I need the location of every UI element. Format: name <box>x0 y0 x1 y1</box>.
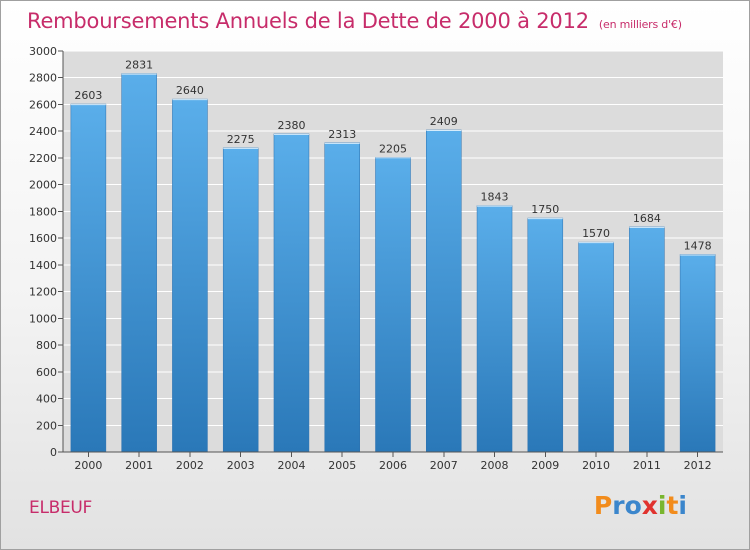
bar[interactable] <box>172 98 208 453</box>
x-tick-label: 2006 <box>379 459 407 472</box>
bar[interactable] <box>70 103 107 453</box>
chart-title-text: Remboursements Annuels de la Dette de 20… <box>27 9 589 33</box>
y-tick-label: 2000 <box>29 179 57 192</box>
y-tick-label: 2600 <box>29 98 57 111</box>
proxiti-logo[interactable]: Proxiti <box>594 491 687 520</box>
x-tick-label: 2000 <box>74 459 102 472</box>
y-tick-label: 1000 <box>29 312 57 325</box>
bar[interactable] <box>476 205 513 453</box>
y-tick-label: 1600 <box>29 232 57 245</box>
y-tick-label: 1400 <box>29 259 57 272</box>
bar[interactable] <box>324 142 360 453</box>
x-tick-label: 2011 <box>633 459 661 472</box>
brand-letter: x <box>641 491 658 520</box>
y-tick-label: 0 <box>50 446 57 459</box>
x-tick-label: 2001 <box>125 459 153 472</box>
commune-name: ELBEUF <box>29 498 93 518</box>
brand-letter: r <box>612 491 625 520</box>
x-tick-label: 2007 <box>430 459 458 472</box>
data-label: 2275 <box>227 133 255 146</box>
bar[interactable] <box>578 241 614 453</box>
x-tick-label: 2009 <box>531 459 559 472</box>
y-tick-label: 1200 <box>29 286 57 299</box>
data-label: 2205 <box>379 142 407 155</box>
bar[interactable] <box>679 254 716 453</box>
brand-letter: o <box>624 491 642 520</box>
data-label: 2409 <box>430 115 458 128</box>
data-label: 1684 <box>633 212 661 225</box>
bar[interactable] <box>629 226 665 453</box>
brand-letter: i <box>657 491 667 520</box>
chart-subtitle: (en milliers d'€) <box>598 18 682 31</box>
x-tick-label: 2005 <box>328 459 356 472</box>
y-tick-label: 2800 <box>29 72 57 85</box>
x-tick-label: 2010 <box>582 459 610 472</box>
x-tick-label: 2002 <box>176 459 204 472</box>
bar[interactable] <box>527 217 564 453</box>
y-tick-label: 800 <box>36 339 57 352</box>
data-label: 2603 <box>74 89 102 102</box>
bar[interactable] <box>375 157 411 453</box>
data-label: 2313 <box>328 128 356 141</box>
x-tick-label: 2004 <box>277 459 305 472</box>
y-tick-label: 3000 <box>29 45 57 58</box>
brand-letter: t <box>666 491 679 520</box>
data-label: 1478 <box>684 239 712 252</box>
y-tick-label: 600 <box>36 366 57 379</box>
bar[interactable] <box>121 73 157 453</box>
bar[interactable] <box>222 147 259 453</box>
data-label: 2640 <box>176 84 204 97</box>
x-tick-label: 2012 <box>684 459 712 472</box>
y-tick-label: 200 <box>36 419 57 432</box>
y-tick-label: 400 <box>36 393 57 406</box>
data-label: 1843 <box>481 191 509 204</box>
data-label: 2831 <box>125 59 153 72</box>
data-label: 1750 <box>531 203 559 216</box>
x-tick-label: 2003 <box>227 459 255 472</box>
bar[interactable] <box>426 129 462 453</box>
x-tick-label: 2008 <box>481 459 509 472</box>
bar[interactable] <box>273 133 310 453</box>
y-tick-label: 2400 <box>29 125 57 138</box>
y-tick-label: 1800 <box>29 205 57 218</box>
data-label: 2380 <box>277 119 305 132</box>
y-tick-label: 2200 <box>29 152 57 165</box>
chart-title: Remboursements Annuels de la Dette de 20… <box>27 9 682 33</box>
brand-letter: P <box>593 491 613 520</box>
data-label: 1570 <box>582 227 610 240</box>
brand-letter: i <box>678 491 687 520</box>
